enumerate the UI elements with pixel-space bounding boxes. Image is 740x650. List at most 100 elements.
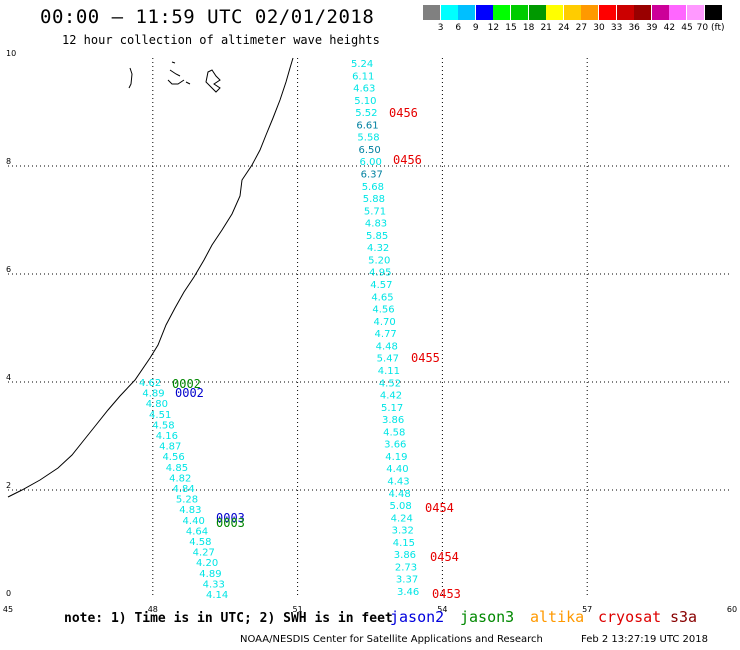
- swh-value: 4.83: [179, 505, 201, 516]
- swh-value: 5.10: [354, 96, 376, 107]
- swh-value: 5.28: [176, 495, 198, 506]
- lon-tick-label: 45: [3, 605, 13, 614]
- legend-label: 42: [663, 23, 676, 33]
- swh-value: 4.11: [378, 366, 400, 377]
- lat-tick-label: 8: [6, 157, 11, 166]
- pass-time-label: 0456: [393, 153, 422, 167]
- swh-value: 4.95: [369, 268, 391, 279]
- swh-value: 4.62: [139, 378, 161, 389]
- generated-timestamp: Feb 2 13:27:19 UTC 2018: [581, 634, 708, 645]
- swh-value: 5.68: [362, 182, 384, 193]
- swh-value: 4.63: [353, 84, 375, 95]
- legend-swatch: [704, 5, 722, 20]
- legend-label: 45: [681, 23, 693, 33]
- swh-value: 4.20: [196, 558, 218, 569]
- lon-tick-label: 57: [582, 605, 592, 614]
- legend-swatch: [423, 5, 440, 20]
- legend-swatch: [546, 5, 564, 20]
- swh-value: 3.86: [382, 415, 404, 426]
- swh-value: 5.52: [355, 108, 377, 119]
- swh-value: 6.61: [356, 120, 378, 131]
- legend-label: 3: [437, 23, 444, 33]
- axis-tick-labels: 45 48 51 54 57 60 0 2 4 6 8 10: [3, 49, 737, 614]
- swh-value: 4.24: [391, 513, 413, 524]
- legend-swatch: [687, 5, 704, 20]
- swh-value: 4.84: [173, 484, 195, 495]
- swh-value: 4.58: [189, 537, 211, 548]
- swh-value: 6.50: [358, 145, 380, 156]
- credit-line: NOAA/NESDIS Center for Satellite Applica…: [240, 634, 543, 645]
- swh-value: 4.85: [166, 463, 188, 474]
- swh-value: 4.48: [388, 489, 410, 500]
- swh-value: 5.24: [351, 59, 373, 70]
- legend-swatch: [440, 5, 458, 20]
- satellite-name: cryosat: [598, 608, 662, 626]
- legend-label: 21: [540, 23, 552, 33]
- swh-value: 3.32: [392, 526, 414, 537]
- legend-swatch: [493, 5, 511, 20]
- legend-swatch: [511, 5, 528, 20]
- legend-label: 24: [558, 23, 570, 33]
- altimeter-tracks: 5.246.11 4.635.105.526.61 5.586.506.00 6.37…: [139, 59, 419, 601]
- legend-swatch: [634, 5, 652, 20]
- lat-tick-label: 10: [6, 49, 16, 58]
- swh-value: 4.65: [371, 292, 393, 303]
- color-scale-legend: 3 6 9 12 15 18 21 24 27 30 33 36 39 42 45 70 (ft): [420, 5, 740, 35]
- legend-label: 15: [505, 23, 517, 33]
- swh-value: 4.51: [149, 410, 171, 421]
- legend-swatch: [651, 5, 669, 20]
- map-grid: [8, 58, 732, 598]
- lon-tick-label: 51: [293, 605, 303, 614]
- legend-label: 9: [472, 23, 479, 33]
- swh-value: 4.87: [159, 442, 181, 453]
- swh-value: 6.11: [352, 71, 374, 82]
- swh-value: 4.89: [199, 569, 221, 580]
- legend-label: 39: [646, 23, 658, 33]
- swh-value: 4.77: [375, 329, 397, 340]
- legend-label: 36: [628, 23, 640, 33]
- pass-time-label: 0002: [172, 377, 201, 391]
- lat-tick-label: 6: [6, 265, 11, 274]
- lat-tick-label: 4: [6, 373, 11, 382]
- pass-time-label: 0003: [216, 511, 245, 525]
- satellite-name: jason3: [460, 608, 515, 626]
- swh-value: 4.80: [146, 399, 168, 410]
- swh-value: 5.85: [366, 231, 388, 242]
- swh-value: 4.43: [387, 476, 409, 487]
- legend-label: 6: [455, 23, 462, 33]
- satellite-name: altika: [530, 608, 585, 626]
- swh-value: 3.86: [394, 550, 416, 561]
- legend-label: 33: [610, 23, 623, 33]
- legend-swatch: [528, 5, 546, 20]
- swh-value: 2.73: [395, 562, 417, 573]
- swh-value: 4.40: [386, 464, 408, 475]
- swh-value: 4.40: [183, 516, 205, 527]
- swh-value: 4.33: [203, 579, 225, 590]
- swh-value: 4.56: [162, 452, 184, 463]
- swh-value: 4.58: [383, 427, 405, 438]
- swh-value: 3.66: [384, 440, 406, 451]
- swh-value: 4.16: [156, 431, 178, 442]
- satellite-name: jason2: [390, 608, 445, 626]
- swh-value: 5.08: [390, 501, 412, 512]
- swh-value: 4.19: [385, 452, 407, 463]
- legend-label: 27: [575, 23, 588, 33]
- swh-value: 4.70: [373, 317, 395, 328]
- pass-time-label: 0456: [389, 106, 418, 120]
- page-title: 00:00 – 11:59 UTC 02/01/2018: [40, 6, 375, 28]
- pass-time-label: 0003: [216, 516, 245, 530]
- swh-value: 4.83: [365, 219, 387, 230]
- swh-value: 3.46: [397, 587, 419, 598]
- lat-tick-label: 2: [6, 481, 11, 490]
- satellite-name: s3a: [670, 608, 698, 626]
- swh-value: 5.20: [368, 255, 390, 266]
- legend-swatch: [669, 5, 687, 20]
- pass-time-label: 0454: [425, 501, 454, 515]
- legend-label: 18: [522, 23, 535, 33]
- swh-value: 3.37: [396, 575, 418, 586]
- swh-value: 4.52: [379, 378, 401, 389]
- island-outline: [167, 61, 191, 85]
- swh-value: 5.71: [364, 206, 386, 217]
- swh-value: 5.88: [363, 194, 385, 205]
